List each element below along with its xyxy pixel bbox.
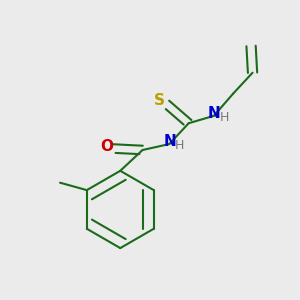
Text: N: N [208,106,221,121]
Text: S: S [154,93,165,108]
Text: O: O [100,139,113,154]
Text: H: H [220,111,229,124]
Text: H: H [175,139,184,152]
Text: N: N [164,134,176,149]
